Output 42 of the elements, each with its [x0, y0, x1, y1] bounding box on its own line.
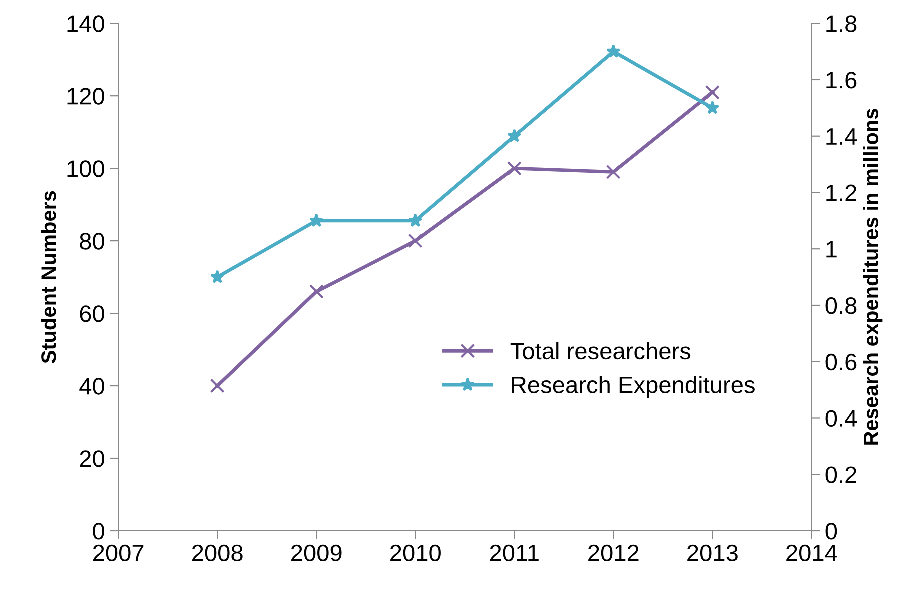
y-tick-label: 120	[68, 88, 104, 105]
y2-axis-title: Research expenditures in millions	[863, 109, 883, 445]
x-tick-label: 2011	[490, 544, 539, 562]
y2-tick-label: 1.6	[826, 72, 857, 89]
point	[408, 234, 423, 248]
y-tick-label: 20	[80, 450, 104, 468]
point	[210, 378, 225, 394]
y-tick-label: 0	[93, 523, 104, 540]
point	[508, 129, 522, 142]
x-tick-label: 2010	[390, 544, 441, 562]
y2-tick-label: 0.6	[826, 354, 857, 371]
y2-tick-label: 1	[826, 241, 837, 258]
y-tick-label: 140	[68, 16, 104, 32]
point	[310, 214, 324, 228]
x-tick-label: 2008	[192, 544, 243, 562]
point	[706, 100, 720, 114]
y2-tick-label: 0.4	[826, 410, 858, 428]
x-tick-label: 2009	[292, 544, 342, 562]
point	[606, 44, 621, 58]
y-tick-label: 100	[68, 160, 104, 178]
y2-tick-label: 1.8	[826, 16, 857, 32]
legend-label: Research Expenditures	[512, 376, 755, 398]
y2-tick-label: 0	[826, 523, 838, 540]
x-tick-label: 2014	[786, 544, 838, 562]
y-tick-label: 60	[80, 306, 104, 322]
x-tick-label: 2007	[93, 544, 144, 562]
y-axis-title: Student Numbers	[41, 191, 56, 364]
point	[210, 270, 225, 284]
y2-tick-label: 0.2	[826, 466, 857, 484]
point	[309, 284, 324, 300]
legend-label: Total researchers	[510, 342, 691, 360]
point	[408, 214, 423, 228]
point	[705, 85, 720, 100]
point	[606, 164, 621, 180]
x-tick-label: 2013	[688, 544, 738, 562]
y-tick-label: 40	[80, 378, 104, 395]
y2-tick-label: 1.4	[826, 128, 858, 145]
y-tick-label: 80	[80, 233, 104, 250]
y2-tick-label: 0.8	[826, 298, 857, 314]
x-tick-label: 2012	[588, 544, 639, 562]
point	[507, 161, 522, 176]
y2-tick-label: 1.2	[826, 184, 857, 202]
